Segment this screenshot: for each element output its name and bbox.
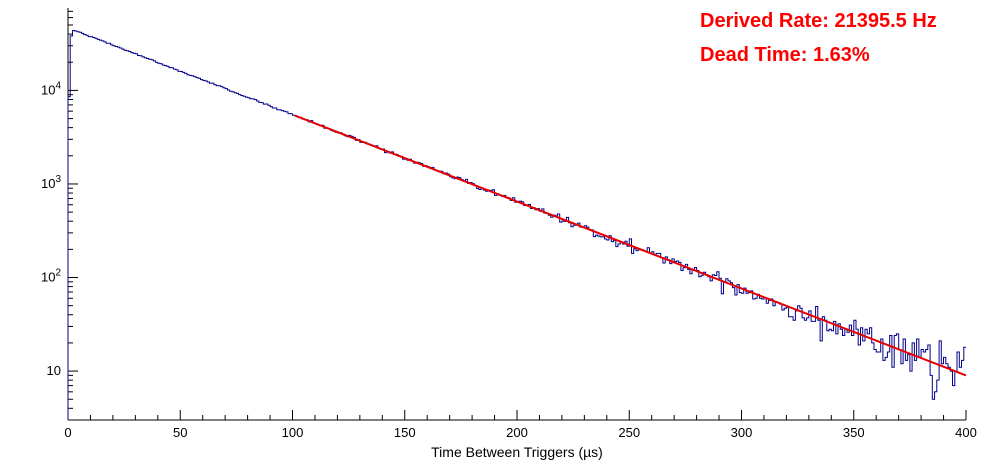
svg-text:200: 200	[506, 425, 528, 440]
svg-text:102: 102	[41, 268, 61, 285]
svg-text:150: 150	[394, 425, 416, 440]
svg-text:0: 0	[64, 425, 71, 440]
svg-text:103: 103	[41, 174, 61, 191]
svg-text:50: 50	[173, 425, 187, 440]
svg-text:350: 350	[843, 425, 865, 440]
svg-text:104: 104	[41, 80, 61, 97]
svg-text:100: 100	[282, 425, 304, 440]
dead-time-label: Dead Time: 1.63%	[700, 44, 870, 66]
x-axis-title: Time Between Triggers (µs)	[431, 444, 603, 460]
derived-rate-label: Derived Rate: 21395.5 Hz	[700, 10, 937, 32]
svg-text:400: 400	[955, 425, 977, 440]
svg-text:300: 300	[731, 425, 753, 440]
svg-text:250: 250	[618, 425, 640, 440]
svg-text:10: 10	[47, 363, 61, 378]
